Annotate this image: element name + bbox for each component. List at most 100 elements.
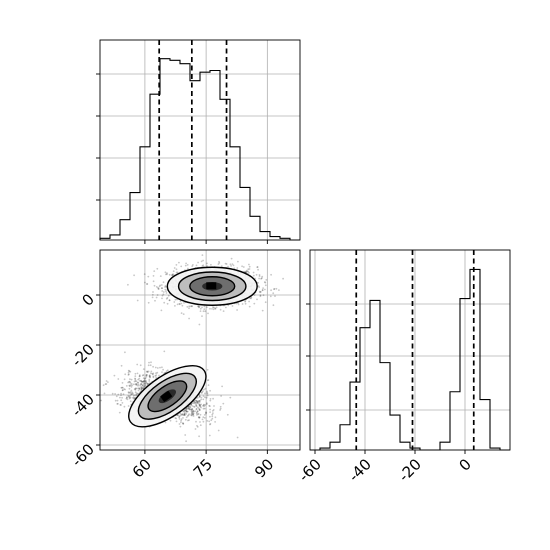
scatter-point xyxy=(253,302,256,305)
scatter-point xyxy=(141,384,144,387)
scatter-point xyxy=(202,404,205,407)
scatter-point xyxy=(140,388,143,390)
scatter-point xyxy=(198,407,200,410)
scatter-point xyxy=(169,419,172,422)
scatter-point xyxy=(244,300,247,303)
scatter-point xyxy=(129,378,131,380)
scatter-point xyxy=(193,405,195,408)
scatter-point xyxy=(180,265,183,268)
scatter-point xyxy=(142,380,144,383)
histogram-x-grid xyxy=(100,40,300,240)
scatter-point xyxy=(204,310,207,313)
scatter-point xyxy=(125,397,128,400)
scatter-point xyxy=(165,370,168,373)
scatter-point xyxy=(128,397,131,400)
scatter-point xyxy=(184,418,187,421)
scatter-point xyxy=(185,408,188,411)
scatter-point xyxy=(155,372,157,375)
histogram-y-frame xyxy=(309,249,511,451)
scatter-point xyxy=(187,267,189,270)
scatter-point xyxy=(176,271,179,274)
scatter-point xyxy=(140,388,143,390)
scatter-point xyxy=(154,299,156,302)
scatter-point xyxy=(226,413,229,416)
scatter-point xyxy=(209,411,212,413)
scatter-point xyxy=(203,308,206,310)
scatter-point xyxy=(162,368,165,371)
scatter-point xyxy=(242,266,245,268)
scatter-point xyxy=(282,277,284,280)
scatter-point xyxy=(209,423,212,425)
scatter-point xyxy=(261,275,264,278)
scatter-point xyxy=(198,408,201,411)
scatter-point xyxy=(198,400,200,402)
hy-xtick-label-0: -60 xyxy=(295,455,325,485)
scatter-point xyxy=(245,269,248,272)
scatter-point xyxy=(145,382,147,385)
scatter-point xyxy=(188,413,191,416)
scatter-point xyxy=(232,264,235,267)
scatter-point xyxy=(135,383,138,385)
scatter-point xyxy=(179,412,182,415)
scatter-point xyxy=(156,371,159,374)
scatter-point xyxy=(202,310,205,313)
scatter-point xyxy=(236,436,239,439)
scatter-point xyxy=(127,373,130,376)
scatter-point xyxy=(211,417,214,420)
scatter-point xyxy=(199,424,202,427)
scatter-point xyxy=(218,262,221,264)
scatter-point xyxy=(117,393,120,396)
scatter-point xyxy=(166,302,169,305)
scatter-point xyxy=(138,388,141,391)
scatter-point xyxy=(157,287,159,289)
scatter-point xyxy=(256,298,258,301)
scatter-point xyxy=(186,410,188,413)
scatter-point xyxy=(198,396,201,398)
scatter-point xyxy=(219,407,222,410)
scatter-point xyxy=(125,385,128,387)
scatter-point xyxy=(180,421,182,424)
scatter-point xyxy=(138,375,141,377)
scatter-point xyxy=(244,302,247,305)
scatter-point xyxy=(198,409,201,411)
scatter-point xyxy=(207,312,209,315)
scatter-point xyxy=(198,405,201,408)
scatter-point xyxy=(195,407,198,410)
scatter-point xyxy=(198,306,200,309)
scatter-point xyxy=(138,387,140,390)
scatter-point xyxy=(135,380,138,383)
scatter-point xyxy=(140,379,142,382)
scatter-point xyxy=(176,414,179,417)
scatter-point xyxy=(270,289,272,292)
scatter-point xyxy=(144,281,146,284)
scatter-point xyxy=(129,394,132,397)
scatter-point xyxy=(249,297,252,300)
scatter-point xyxy=(191,411,194,414)
scatter-point xyxy=(214,308,217,310)
scatter-point xyxy=(261,289,264,292)
scatter-point xyxy=(136,394,138,397)
scatter-point xyxy=(156,267,159,270)
scatter-point xyxy=(184,409,187,411)
scatter-point xyxy=(133,388,136,391)
scatter-point xyxy=(162,293,165,296)
scatter-point xyxy=(140,383,143,386)
scatter-point xyxy=(191,305,193,307)
scatter-point xyxy=(136,387,138,390)
scatter-point xyxy=(201,254,204,256)
scatter-point xyxy=(197,261,200,264)
scatter-point xyxy=(156,367,159,369)
scatter-point xyxy=(202,407,205,410)
scatter-point xyxy=(135,392,138,395)
scatter-point xyxy=(219,405,222,408)
scatter-point xyxy=(212,308,215,311)
scatter-point xyxy=(192,413,195,416)
scatter-point xyxy=(185,410,188,413)
scatter-point xyxy=(164,271,167,274)
scatter-point xyxy=(200,260,203,263)
scatter-point xyxy=(128,391,131,394)
scatter-point xyxy=(196,401,199,404)
scatter-point xyxy=(128,380,131,383)
scatter-point xyxy=(133,380,136,383)
scatter-point xyxy=(152,275,155,277)
